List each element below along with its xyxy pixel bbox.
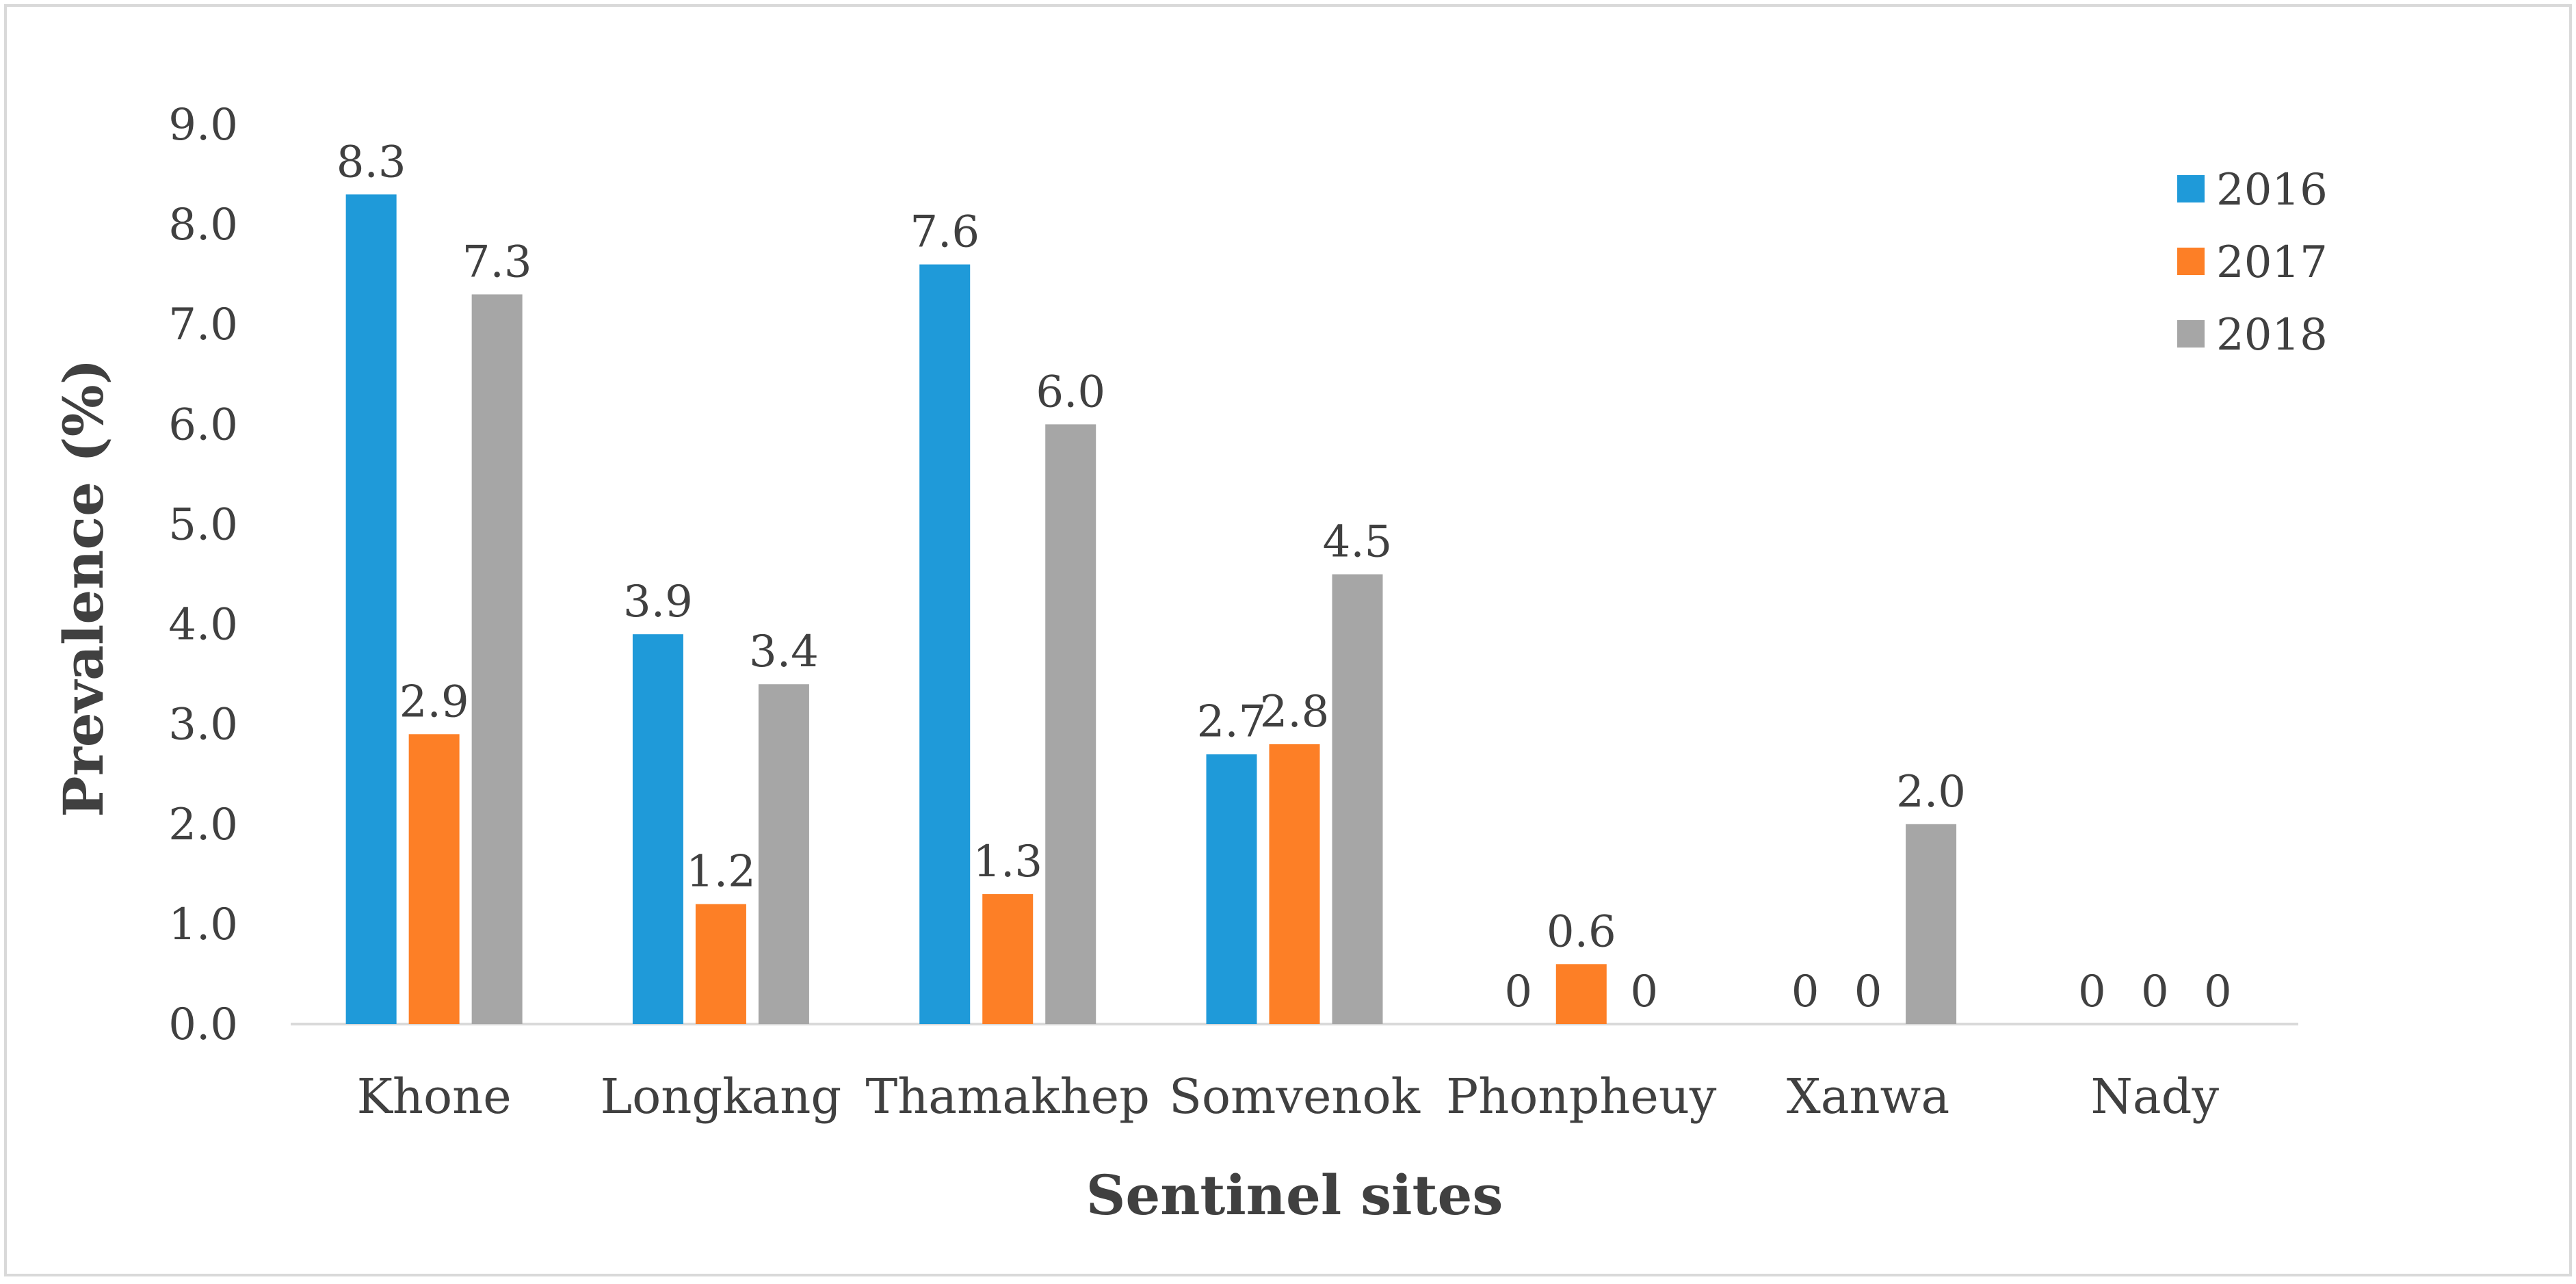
y-tick-label: 3.0	[168, 700, 238, 750]
category-label-longkang: Longkang	[601, 1069, 842, 1125]
bar-2017-thamakhep	[982, 894, 1034, 1024]
data-label: 7.6	[910, 207, 980, 258]
bar-2018-xanwa	[1906, 824, 1957, 1024]
data-label: 8.3	[337, 137, 406, 187]
data-label: 0	[2078, 967, 2106, 1017]
data-label: 0.6	[1547, 906, 1616, 957]
data-label: 0	[2204, 967, 2232, 1017]
data-label: 7.3	[462, 237, 532, 287]
data-label: 0	[1791, 967, 1819, 1017]
category-label-thamakhep: Thamakhep	[866, 1069, 1150, 1125]
y-tick-label: 9.0	[168, 100, 238, 150]
category-label-nady: Nady	[2091, 1069, 2220, 1125]
legend-swatch-2018	[2177, 320, 2205, 348]
legend-swatch-2017	[2177, 248, 2205, 275]
bar-2018-longkang	[758, 684, 809, 1024]
y-axis-title: Prevalence (%)	[51, 358, 116, 817]
bar-2017-longkang	[695, 904, 746, 1024]
bar-2016-longkang	[632, 634, 683, 1024]
data-label: 3.4	[749, 627, 819, 677]
legend-label-2017: 2017	[2216, 237, 2328, 288]
category-labels: Khone Longkang Thamakhep Somvenok Phonpheuy X…	[357, 1069, 2220, 1125]
legend-swatch-2016	[2177, 175, 2205, 202]
legend-label-2016: 2016	[2216, 165, 2328, 215]
data-labels-group: 8.3 2.9 7.3 3.9 1.2 3.4 7.6 1.3 6.0 2.72.8 4.5 0 0.6…	[337, 137, 2232, 1017]
bar-2017-khone	[408, 734, 460, 1024]
data-label: 4.5	[1323, 517, 1393, 568]
category-label-phonpheuy: Phonpheuy	[1446, 1069, 1717, 1125]
y-tick-label: 7.0	[168, 300, 238, 350]
legend: 2016 2017 2018	[2177, 165, 2328, 361]
data-label: 1.3	[973, 837, 1042, 887]
data-label: 0	[1504, 967, 1532, 1017]
bars-group	[345, 194, 1957, 1024]
y-tick-label: 1.0	[168, 900, 238, 950]
category-label-somvenok: Somvenok	[1169, 1069, 1421, 1125]
y-tick-label: 2.0	[168, 800, 238, 850]
data-label: 2.7	[1197, 697, 1267, 748]
y-tick-label: 6.0	[168, 399, 238, 450]
data-label: 0	[2141, 967, 2169, 1017]
y-axis-ticks: 0.0 1.0 2.0 3.0 4.0 5.0 6.0 7.0 8.0 9.0	[168, 100, 238, 1050]
data-label: 0	[1854, 967, 1882, 1017]
bar-2018-somvenok	[1332, 574, 1383, 1024]
y-tick-label: 0.0	[168, 999, 238, 1050]
data-label: 6.0	[1036, 367, 1105, 417]
data-label: 1.2	[686, 847, 756, 898]
data-label: 2.9	[399, 677, 469, 727]
legend-label-2018: 2018	[2216, 310, 2328, 361]
bar-2018-thamakhep	[1045, 424, 1096, 1024]
bar-2017-phonpheuy	[1555, 964, 1607, 1024]
data-label: 0	[1630, 967, 1658, 1017]
bar-2016-khone	[345, 194, 397, 1024]
y-tick-label: 8.0	[168, 200, 238, 250]
x-axis-title: Sentinel sites	[1086, 1163, 1503, 1227]
data-label: 3.9	[623, 577, 693, 627]
bar-2016-somvenok	[1206, 754, 1257, 1024]
bar-2018-khone	[471, 294, 523, 1024]
y-tick-label: 4.0	[168, 600, 238, 651]
data-label: 2.0	[1896, 767, 1966, 817]
bar-2016-thamakhep	[919, 264, 971, 1024]
category-label-xanwa: Xanwa	[1787, 1069, 1949, 1125]
chart-frame	[4, 4, 2572, 1276]
bar-2017-somvenok	[1269, 744, 1320, 1024]
data-label: 2.8	[1260, 687, 1330, 737]
y-tick-label: 5.0	[168, 499, 238, 550]
category-label-khone: Khone	[357, 1069, 512, 1125]
